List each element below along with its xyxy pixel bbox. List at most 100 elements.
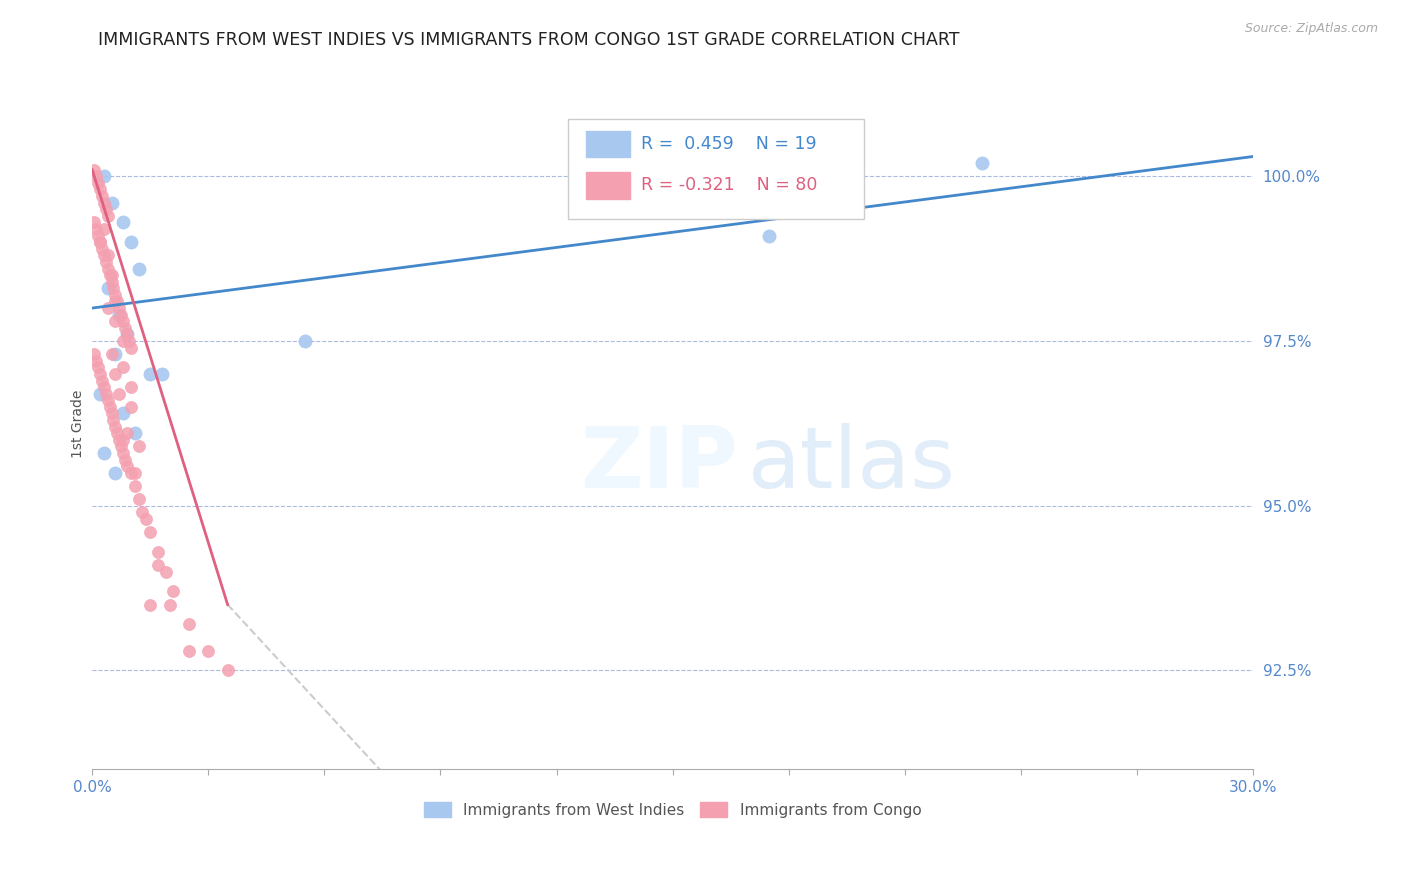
Point <box>112 446 135 460</box>
Point <box>97 301 120 315</box>
Point <box>97 261 120 276</box>
Point <box>89 235 111 249</box>
Point <box>97 248 120 262</box>
Point <box>120 380 142 394</box>
Point <box>104 347 127 361</box>
Point <box>89 235 111 249</box>
Point <box>112 334 135 348</box>
Point <box>83 215 105 229</box>
Point <box>146 545 169 559</box>
Point <box>120 466 142 480</box>
Point <box>139 525 162 540</box>
Text: ZIP: ZIP <box>579 424 738 507</box>
Y-axis label: 1st Grade: 1st Grade <box>72 389 86 458</box>
Point <box>87 360 110 375</box>
Point <box>146 558 169 572</box>
Point <box>120 400 142 414</box>
Point <box>177 643 200 657</box>
Point <box>104 367 127 381</box>
Point <box>90 374 112 388</box>
Point <box>100 347 122 361</box>
Bar <box>585 131 630 157</box>
Point <box>114 321 136 335</box>
Point <box>110 308 132 322</box>
Point <box>90 242 112 256</box>
Point <box>84 222 107 236</box>
Point <box>89 386 111 401</box>
Point <box>108 301 131 315</box>
Point <box>139 598 162 612</box>
Point <box>120 235 142 249</box>
Point <box>94 202 117 217</box>
Point <box>93 195 115 210</box>
Point <box>83 162 105 177</box>
Point <box>112 360 135 375</box>
Point <box>115 459 138 474</box>
Point <box>294 334 316 348</box>
Point <box>177 617 200 632</box>
Point <box>159 598 181 612</box>
Point <box>93 248 115 262</box>
Point <box>120 341 142 355</box>
Point <box>150 367 173 381</box>
Point <box>972 156 994 170</box>
Text: Source: ZipAtlas.com: Source: ZipAtlas.com <box>1244 22 1378 36</box>
Legend: Immigrants from West Indies, Immigrants from Congo: Immigrants from West Indies, Immigrants … <box>418 796 928 824</box>
Point <box>98 400 121 414</box>
Point <box>90 189 112 203</box>
Point <box>89 182 111 196</box>
Text: atlas: atlas <box>748 424 956 507</box>
Point <box>115 327 138 342</box>
Point <box>103 281 125 295</box>
Point <box>118 334 141 348</box>
Point <box>100 407 122 421</box>
Point <box>94 386 117 401</box>
Point <box>98 268 121 282</box>
Point <box>108 386 131 401</box>
Point <box>155 565 177 579</box>
Point <box>197 643 219 657</box>
Point <box>139 367 162 381</box>
Point <box>112 407 135 421</box>
Point <box>110 439 132 453</box>
Point <box>104 419 127 434</box>
Point <box>114 452 136 467</box>
Point <box>112 433 135 447</box>
Point <box>128 261 150 276</box>
Point <box>87 228 110 243</box>
Point <box>112 215 135 229</box>
Text: R =  0.459    N = 19: R = 0.459 N = 19 <box>641 135 817 153</box>
Point <box>83 347 105 361</box>
Point <box>128 492 150 507</box>
Point <box>93 446 115 460</box>
FancyBboxPatch shape <box>568 119 865 219</box>
Point <box>124 466 146 480</box>
Point <box>108 433 131 447</box>
Point <box>87 176 110 190</box>
Point <box>115 426 138 441</box>
Point <box>115 327 138 342</box>
Point <box>162 584 184 599</box>
Point <box>217 664 239 678</box>
Point <box>131 505 153 519</box>
Point <box>124 426 146 441</box>
Bar <box>585 172 630 199</box>
Point <box>104 294 127 309</box>
Point <box>103 413 125 427</box>
Point <box>128 439 150 453</box>
Point <box>105 426 128 441</box>
Point <box>97 281 120 295</box>
Point <box>108 308 131 322</box>
Point <box>105 294 128 309</box>
Point <box>100 195 122 210</box>
Point <box>758 228 780 243</box>
Text: IMMIGRANTS FROM WEST INDIES VS IMMIGRANTS FROM CONGO 1ST GRADE CORRELATION CHART: IMMIGRANTS FROM WEST INDIES VS IMMIGRANT… <box>98 31 960 49</box>
Point <box>104 314 127 328</box>
Point <box>100 275 122 289</box>
Point <box>84 169 107 184</box>
Point <box>93 222 115 236</box>
Point <box>104 288 127 302</box>
Point <box>84 353 107 368</box>
Point <box>135 512 157 526</box>
Point <box>104 466 127 480</box>
